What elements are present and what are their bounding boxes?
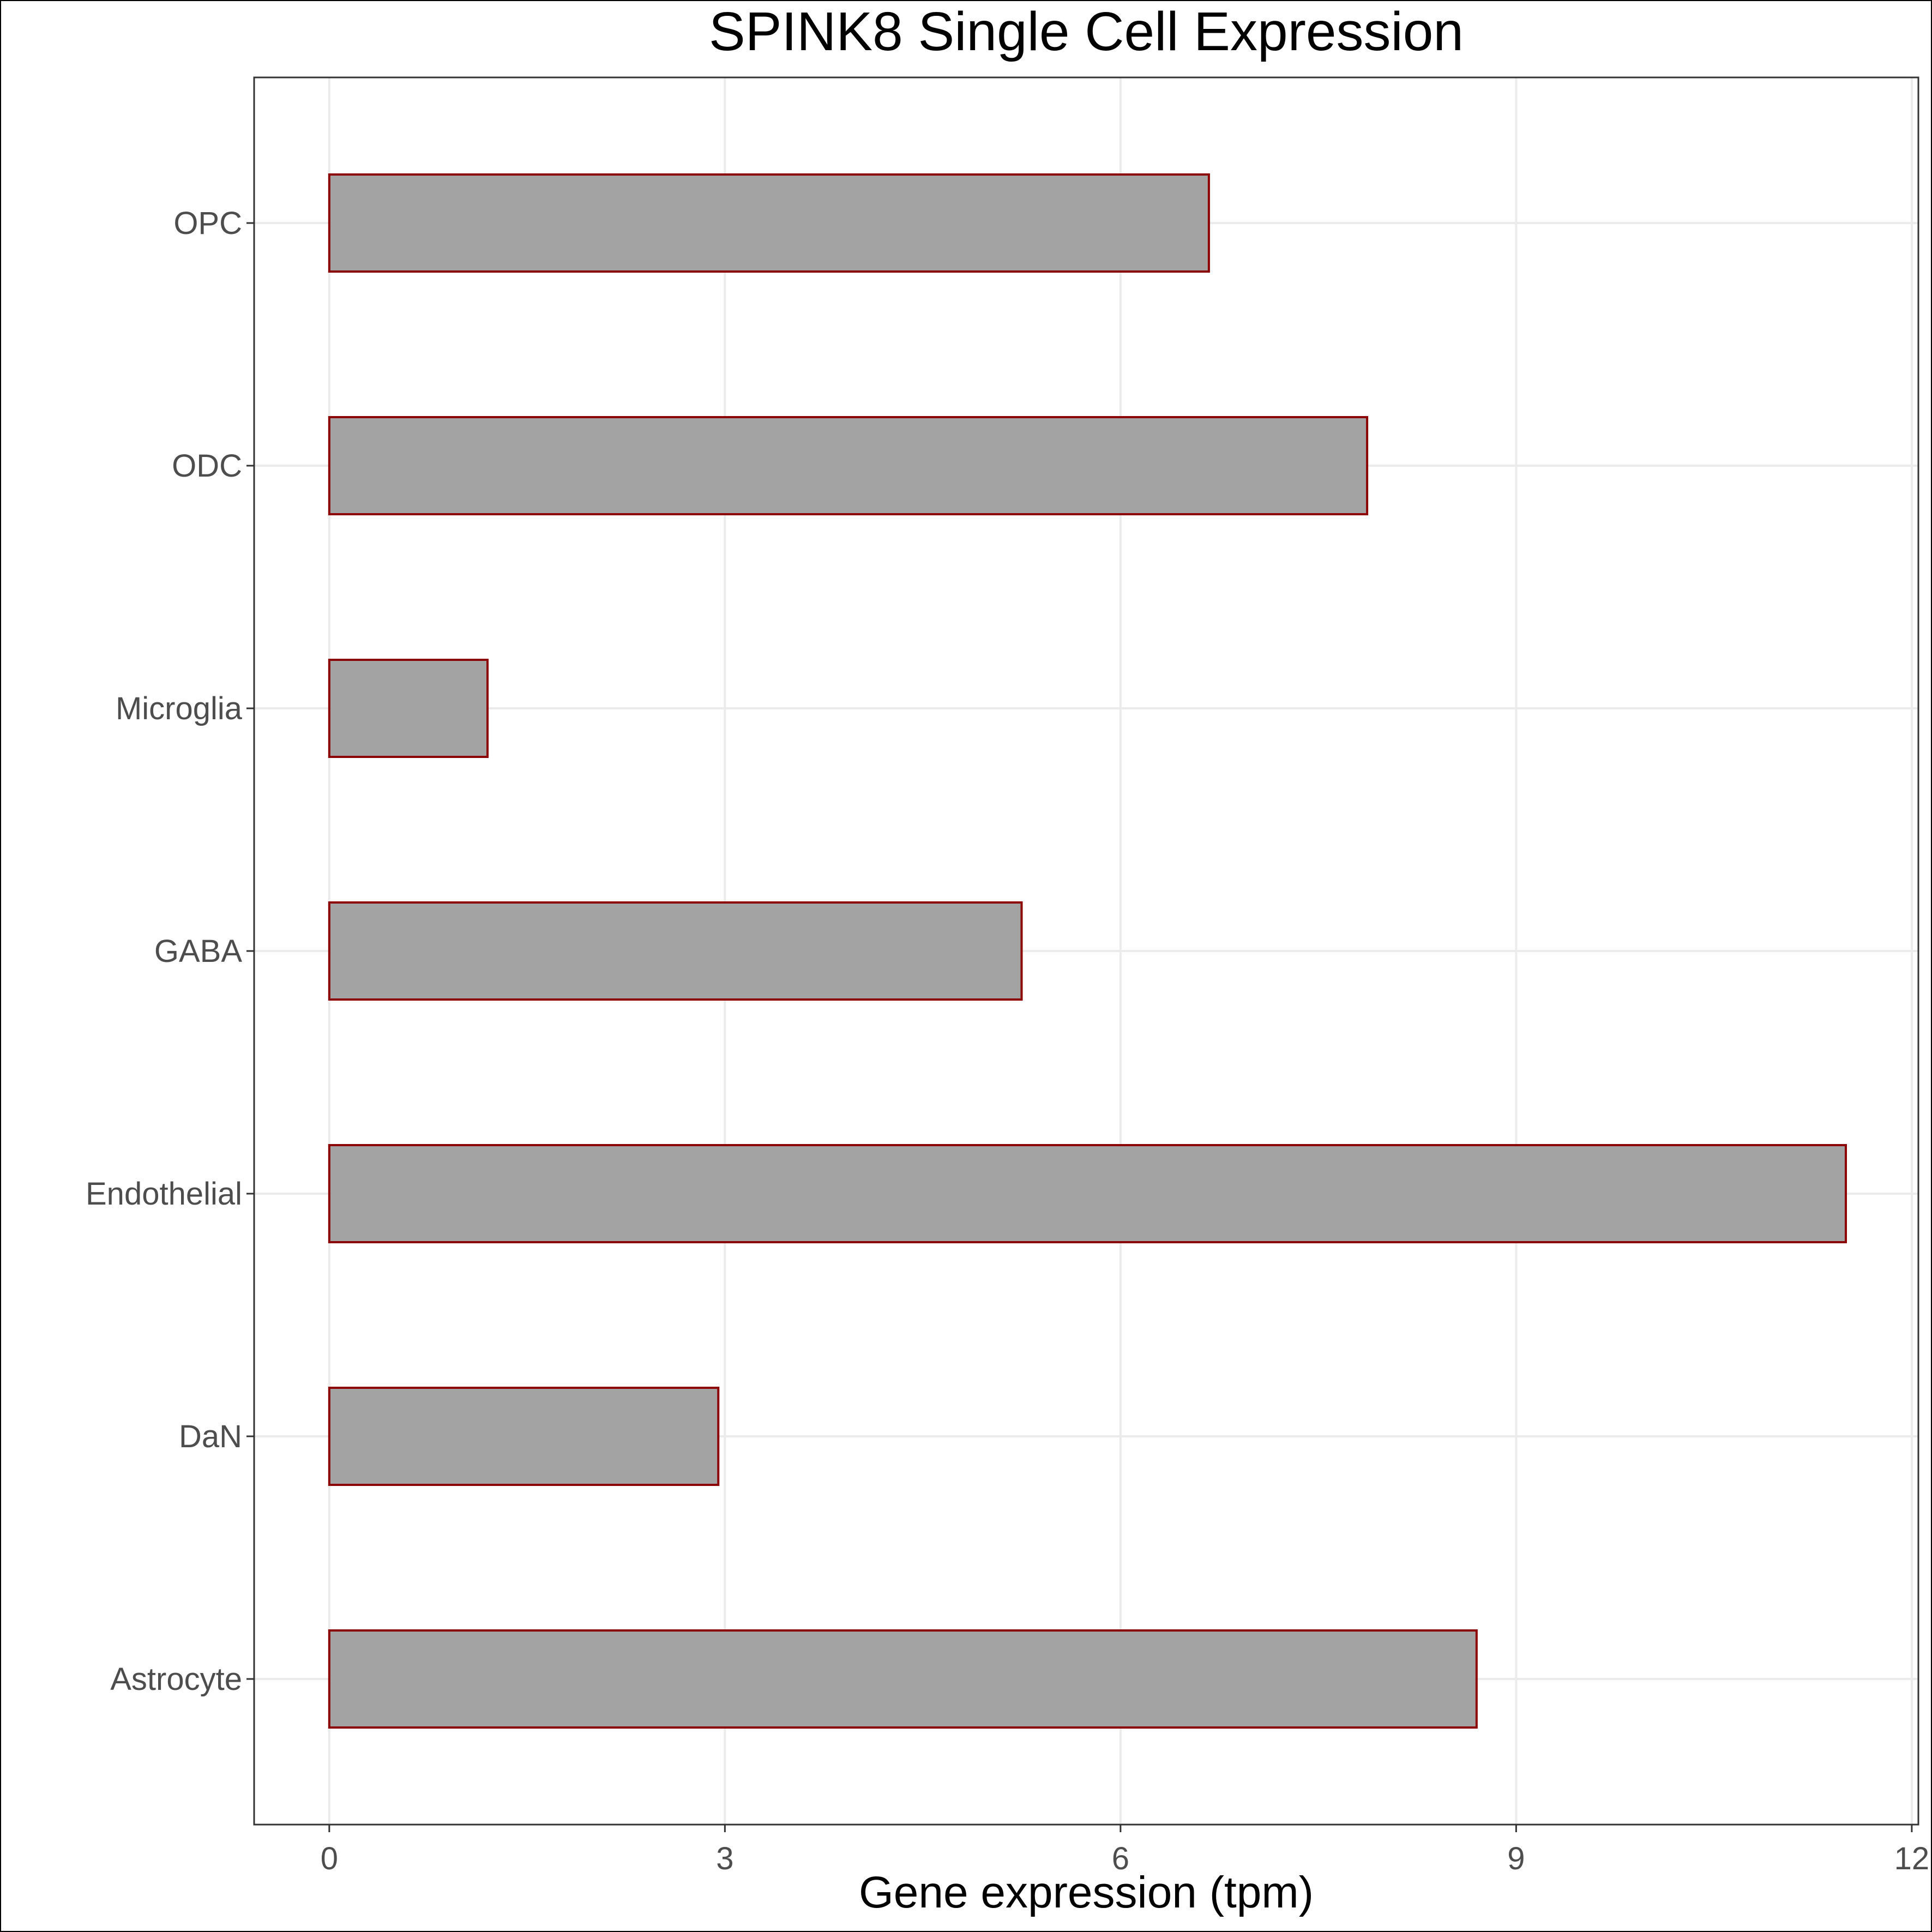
y-tick-labels: Astrocyte DaN Endothelial GABA Microglia ODC O… <box>86 206 254 1697</box>
bar-astrocyte <box>328 1629 1478 1729</box>
y-tick-label: ODC <box>172 448 242 484</box>
y-tick-label: DaN <box>179 1419 242 1454</box>
y-tick-label: Microglia <box>116 691 243 726</box>
x-tick-label: 0 <box>321 1841 338 1876</box>
x-tick-label: 3 <box>716 1841 733 1876</box>
bars <box>328 173 1847 1729</box>
x-tick-labels: 0 3 6 9 12 <box>321 1825 1929 1876</box>
x-axis-title: Gene expression (tpm) <box>859 1868 1314 1917</box>
y-tick-label: GABA <box>154 934 242 969</box>
chart-title: SPINK8 Single Cell Expression <box>709 1 1464 62</box>
y-tick-label: Astrocyte <box>110 1662 242 1697</box>
x-tick-label: 9 <box>1507 1841 1525 1876</box>
bar-endothelial <box>328 1144 1847 1243</box>
x-tick-label: 6 <box>1112 1841 1129 1876</box>
bar-opc <box>328 173 1210 273</box>
bar-odc <box>328 416 1369 515</box>
x-tick-label: 12 <box>1894 1841 1930 1876</box>
bar-dan <box>328 1387 720 1486</box>
bar-microglia <box>328 659 489 758</box>
bar-gaba <box>328 901 1023 1001</box>
y-tick-label: Endothelial <box>86 1176 242 1212</box>
y-tick-label: OPC <box>173 206 242 241</box>
